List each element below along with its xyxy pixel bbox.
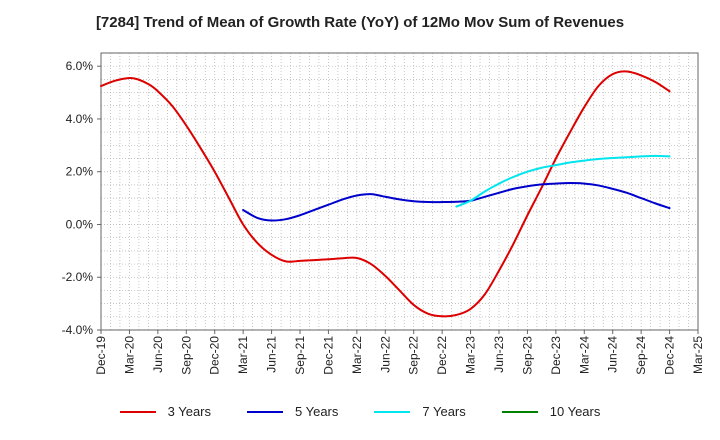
x-tick-label: Dec-24 bbox=[663, 336, 677, 375]
x-tick-label: Sep-22 bbox=[407, 336, 421, 375]
x-tick-label: Sep-23 bbox=[520, 336, 534, 375]
x-tick-label: Dec-23 bbox=[549, 336, 563, 375]
y-tick-label: 2.0% bbox=[66, 165, 94, 179]
legend: 3 Years 5 Years 7 Years 10 Years bbox=[0, 404, 720, 419]
legend-item-3-years: 3 Years bbox=[119, 404, 211, 419]
x-tick-label: Dec-20 bbox=[208, 336, 222, 375]
x-tick-label: Mar-20 bbox=[122, 336, 136, 374]
x-tick-label: Dec-21 bbox=[321, 336, 335, 375]
legend-label-10-years: 10 Years bbox=[549, 404, 601, 419]
x-tick-label: Jun-23 bbox=[492, 336, 506, 373]
x-tick-label: Dec-19 bbox=[94, 336, 108, 375]
legend-swatch-7-years bbox=[374, 410, 411, 413]
chart-title: [7284] Trend of Mean of Growth Rate (YoY… bbox=[95, 14, 625, 31]
x-tick-label: Jun-21 bbox=[265, 336, 279, 373]
x-tick-label: Dec-22 bbox=[435, 336, 449, 375]
legend-label-7-years: 7 Years bbox=[422, 404, 466, 419]
x-tick-label: Sep-24 bbox=[634, 336, 648, 375]
x-tick-label: Mar-23 bbox=[464, 336, 478, 374]
legend-label-5-years: 5 Years bbox=[295, 404, 339, 419]
x-tick-label: Mar-21 bbox=[236, 336, 250, 374]
series-line-3-years bbox=[100, 70, 671, 318]
x-tick-label: Sep-20 bbox=[179, 336, 193, 375]
x-tick-label: Mar-25 bbox=[691, 336, 705, 374]
y-tick-label: -4.0% bbox=[62, 323, 94, 337]
x-tick-label: Mar-24 bbox=[577, 336, 591, 374]
series-line-5-years bbox=[242, 182, 671, 222]
x-tick-label: Mar-22 bbox=[350, 336, 364, 374]
y-tick-label: 0.0% bbox=[66, 217, 94, 231]
plot-border bbox=[100, 52, 699, 331]
y-tick-label: 4.0% bbox=[66, 112, 94, 126]
series-line-7-years bbox=[455, 154, 671, 208]
legend-swatch-3-years bbox=[119, 410, 156, 413]
plot-area bbox=[101, 53, 698, 330]
x-tick-label: Jun-24 bbox=[606, 336, 620, 373]
y-tick-label: 6.0% bbox=[66, 59, 94, 73]
x-tick-label: Sep-21 bbox=[293, 336, 307, 375]
y-tick-label: -2.0% bbox=[62, 270, 94, 284]
legend-label-3-years: 3 Years bbox=[167, 404, 211, 419]
legend-item-10-years: 10 Years bbox=[501, 404, 601, 419]
legend-swatch-5-years bbox=[247, 410, 283, 413]
x-tick-label: Jun-22 bbox=[378, 336, 392, 373]
legend-item-7-years: 7 Years bbox=[374, 404, 466, 419]
legend-item-5-years: 5 Years bbox=[247, 404, 338, 419]
x-tick-label: Jun-20 bbox=[151, 336, 165, 373]
legend-swatch-10-years bbox=[501, 410, 538, 413]
